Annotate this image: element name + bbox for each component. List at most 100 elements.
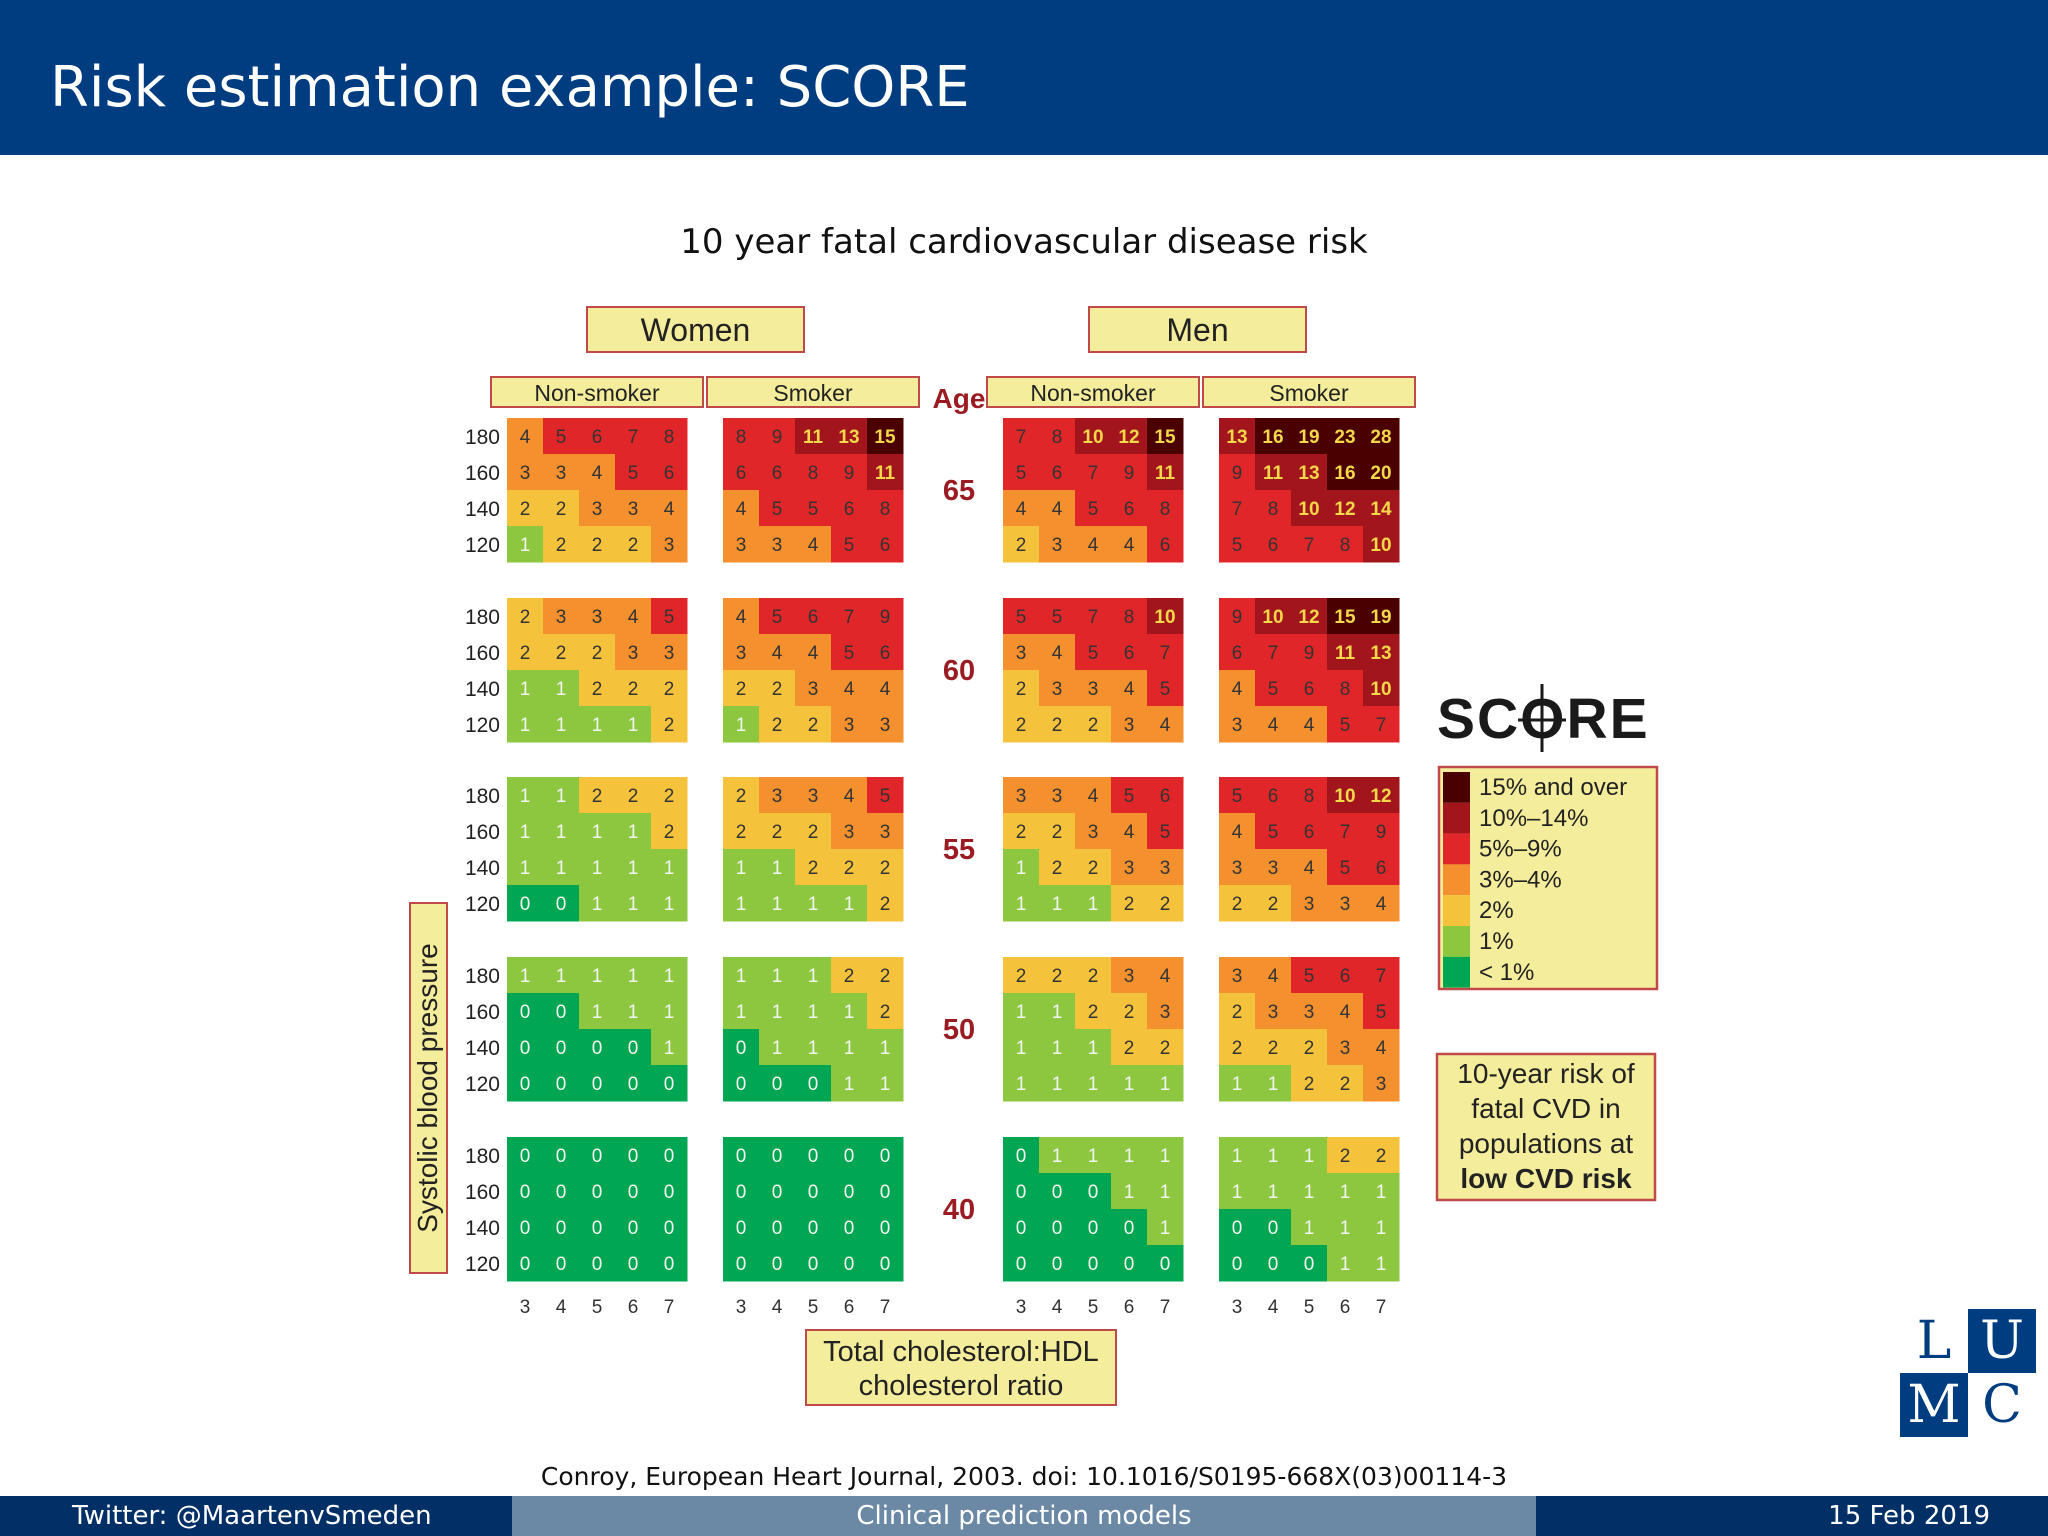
sbp-tick-label: 120 xyxy=(465,893,500,916)
risk-value: 16 xyxy=(1334,463,1355,484)
risk-cell xyxy=(1075,670,1112,707)
risk-value: 10 xyxy=(1082,427,1103,448)
risk-cell xyxy=(543,849,580,886)
sbp-tick-label: 140 xyxy=(465,1217,500,1240)
risk-value: 7 xyxy=(1088,463,1099,484)
risk-cell xyxy=(1255,813,1292,850)
cholesterol-tick-label: 4 xyxy=(772,1297,783,1318)
risk-cell xyxy=(615,490,652,527)
risk-cell xyxy=(867,598,904,635)
logo-letter-l: L xyxy=(1900,1309,1968,1373)
risk-cell xyxy=(1219,849,1256,886)
risk-value: 2 xyxy=(1088,966,1099,987)
legend-label: 2% xyxy=(1479,897,1514,924)
risk-cell xyxy=(1291,1065,1328,1102)
risk-cell xyxy=(615,813,652,850)
risk-value: 0 xyxy=(1052,1182,1063,1203)
risk-value: 0 xyxy=(556,894,567,915)
risk-value: 2 xyxy=(1088,1002,1099,1023)
risk-value: 7 xyxy=(844,607,855,628)
risk-value: 0 xyxy=(844,1182,855,1203)
risk-cell xyxy=(651,885,688,922)
risk-value: 1 xyxy=(556,786,567,807)
risk-cell xyxy=(1255,670,1292,707)
risk-value: 0 xyxy=(520,1254,531,1275)
risk-cell xyxy=(507,1173,544,1210)
risk-value: 0 xyxy=(556,1074,567,1095)
risk-cell xyxy=(1219,1137,1256,1174)
risk-cell xyxy=(1363,1245,1400,1282)
risk-cell xyxy=(579,885,616,922)
risk-cell xyxy=(507,957,544,994)
logo-letter-c: C xyxy=(1968,1373,2036,1437)
risk-cell xyxy=(831,526,868,563)
risk-cell xyxy=(1075,813,1112,850)
risk-value: 1 xyxy=(592,1002,603,1023)
age-label-50: 50 xyxy=(943,1014,975,1046)
risk-value: 2 xyxy=(1016,966,1027,987)
risk-value: 0 xyxy=(1016,1254,1027,1275)
risk-value: 0 xyxy=(844,1146,855,1167)
risk-cell xyxy=(831,634,868,671)
risk-cell xyxy=(831,813,868,850)
cholesterol-tick-label: 6 xyxy=(1340,1297,1351,1318)
risk-cell xyxy=(1327,1029,1364,1066)
risk-value: 0 xyxy=(844,1254,855,1275)
cholesterol-tick-label: 5 xyxy=(1304,1297,1315,1318)
risk-cell xyxy=(507,849,544,886)
risk-cell xyxy=(1219,490,1256,527)
risk-value: 2 xyxy=(1088,715,1099,736)
risk-value: 0 xyxy=(1124,1218,1135,1239)
risk-value: 5 xyxy=(1340,715,1351,736)
cholesterol-tick-label: 3 xyxy=(1232,1297,1243,1318)
risk-cell xyxy=(1039,598,1076,635)
risk-cell xyxy=(867,1245,904,1282)
risk-cell xyxy=(1327,813,1364,850)
risk-cell xyxy=(1003,1137,1040,1174)
risk-value: 3 xyxy=(844,715,855,736)
risk-value: 0 xyxy=(664,1074,675,1095)
risk-value: 4 xyxy=(1052,643,1063,664)
risk-value: 1 xyxy=(1376,1182,1387,1203)
risk-value: 5 xyxy=(556,427,567,448)
smoking-header-box xyxy=(706,376,920,408)
risk-value: 2 xyxy=(1124,1038,1135,1059)
risk-cell xyxy=(1039,490,1076,527)
risk-cell xyxy=(1147,1065,1184,1102)
risk-cell xyxy=(723,1029,760,1066)
risk-value: 4 xyxy=(1016,499,1027,520)
sbp-tick-label: 160 xyxy=(465,462,500,485)
risk-cell xyxy=(759,418,796,455)
risk-cell xyxy=(1003,1173,1040,1210)
risk-cell xyxy=(1255,1173,1292,1210)
risk-value: 8 xyxy=(1304,786,1315,807)
risk-value: 4 xyxy=(1376,894,1387,915)
risk-value: 1 xyxy=(1160,1182,1171,1203)
legend-swatch xyxy=(1443,833,1470,865)
risk-value: 2 xyxy=(628,535,639,556)
risk-value: 3 xyxy=(1232,715,1243,736)
risk-cell xyxy=(831,490,868,527)
risk-value: 1 xyxy=(628,894,639,915)
risk-cell xyxy=(1363,598,1400,635)
risk-value: 3 xyxy=(556,607,567,628)
risk-value: 6 xyxy=(1304,679,1315,700)
risk-cell xyxy=(1219,957,1256,994)
risk-cell xyxy=(1075,993,1112,1030)
risk-cell xyxy=(579,957,616,994)
risk-value: 4 xyxy=(1088,786,1099,807)
footer: Twitter: @MaartenvSmeden Clinical predic… xyxy=(0,1496,2048,1536)
risk-cell xyxy=(1219,993,1256,1030)
risk-value: 7 xyxy=(1088,607,1099,628)
risk-value: 5 xyxy=(664,607,675,628)
risk-value: 5 xyxy=(1160,679,1171,700)
smoking-header-smoker: Smoker xyxy=(773,380,853,406)
risk-value: 3 xyxy=(1052,786,1063,807)
risk-cell xyxy=(723,849,760,886)
risk-value: 1 xyxy=(808,1038,819,1059)
risk-cell xyxy=(723,706,760,743)
risk-value: 4 xyxy=(1304,715,1315,736)
risk-cell xyxy=(1075,634,1112,671)
risk-value: 2 xyxy=(664,715,675,736)
risk-cell xyxy=(795,490,832,527)
